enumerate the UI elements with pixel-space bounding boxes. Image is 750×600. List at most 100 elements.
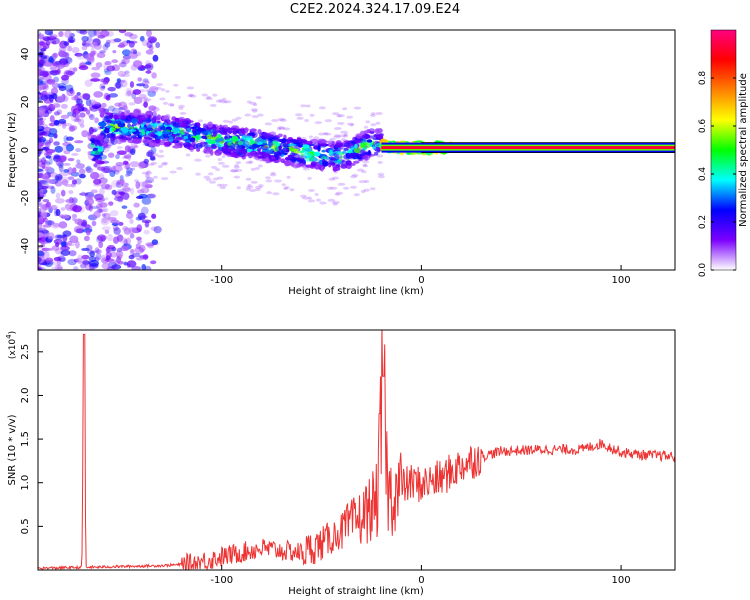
spectrogram-noise-cell [38,228,47,233]
spectrogram-band-cell [372,145,377,150]
spectrogram-faint-cell [362,160,370,164]
spectrogram-band-cell [170,120,177,125]
spectrogram-noise-cell [149,37,156,44]
spectrogram-band-cell [350,145,354,150]
spectrogram-noise-cell [72,167,77,173]
spectrogram-faint-cell [202,149,210,153]
spectrogram-band-cell [183,135,188,139]
spectrogram-noise-cell [135,195,144,200]
spectrogram-noise-cell [44,161,51,166]
spectrogram-noise-cell [57,50,66,57]
spectrogram-noise-cell [128,254,135,260]
spectrogram-band-cell [343,142,351,148]
spectrogram-band-cell [314,164,320,170]
spectrogram-band-cell [120,120,124,124]
spectrogram-faint-cell [216,176,224,180]
spectrogram-faint-cell [375,121,381,125]
spectrogram-noise-cell [58,44,68,49]
spectrogram-faint-cell [215,147,220,151]
spectrogram-noise-cell [139,35,145,42]
spectrogram-band-cell [329,149,334,154]
spectrogram-noise-cell [54,174,63,182]
spectrogram-noise-cell [53,208,59,217]
spectrogram-band-cell [168,134,172,140]
spectrogram-band-cell [156,114,162,121]
spectrogram-noise-cell [38,62,43,69]
spectrogram-faint-cell [160,88,166,92]
spectrogram-noise-cell [54,198,65,204]
spectrogram-faint-cell [194,158,202,162]
spectrogram-noise-cell [124,70,130,75]
spectrogram-noise-cell [121,182,129,187]
colorbar-label: Normalized spectral amplitude [738,73,749,227]
spectrogram-noise-cell [108,258,117,264]
spectrogram-band-cell [333,167,341,171]
spectrogram-band-cell [320,166,324,173]
spectrogram-noise-cell [39,180,49,185]
spectrogram-noise-cell [51,266,62,270]
spectrogram-faint-cell [257,164,263,168]
spectrogram-noise-cell [119,179,124,185]
colorbar-tick-label: 0.2 [698,215,708,229]
spectrogram-faint-cell [198,139,205,143]
spectrogram-faint-cell [218,129,225,133]
spectrogram-noise-cell [126,90,132,96]
spectrogram-noise-cell [56,175,63,180]
spectrogram-noise-cell [90,78,101,82]
spectrogram-noise-cell [44,247,54,252]
chart-title: C2E2.2024.324.17.09.E24 [289,2,461,17]
spectrogram-faint-cell [360,189,366,193]
spectrogram-band-cell [226,151,232,155]
spectrogram-faint-cell [250,180,258,184]
spectrogram-noise-cell [141,181,149,188]
spectrogram-noise-cell [68,196,74,204]
spectrogram-band-cell [320,155,327,161]
spectrogram-band-cell [145,127,154,131]
spectrogram-noise-cell [55,242,60,247]
spectrogram-band-cell [362,142,371,149]
spectrogram-faint-cell [334,192,341,196]
spectrogram-noise-cell [79,30,88,35]
spectrogram-band-cell [96,154,100,158]
spectrogram-noise-cell [38,79,44,86]
spectrogram-noise-cell [107,152,115,158]
spectrogram-noise-cell [101,102,107,108]
spectrogram-band-cell [334,142,343,148]
spectrogram-noise-cell [147,193,157,199]
spectrogram-faint-cell [187,94,193,98]
spectrogram-noise-cell [121,205,128,209]
spectrogram-noise-cell [44,203,49,208]
spectrogram-noise-cell [94,247,100,254]
spectrogram-noise-cell [133,96,143,105]
spectrogram-band-cell [161,130,169,135]
spectrogram-faint-cell [378,175,385,179]
spectrogram-faint-cell [167,103,175,107]
spectrogram-band-cell [150,129,158,134]
spectrogram-faint-cell [363,188,370,192]
spectrogram-noise-cell [62,230,72,237]
spectrogram-noise-cell [98,173,105,180]
spectrogram-faint-cell [323,132,332,136]
spectrogram-band-cell [363,133,370,139]
spectrogram-noise-cell [42,71,49,78]
spectrogram-faint-cell [230,169,238,173]
spectrogram-band-cell [227,142,232,147]
spectrogram-noise-cell [72,67,78,72]
x-tick-label: 0 [418,275,424,286]
spectrogram-faint-cell [215,99,221,103]
spectrogram-faint-cell [250,167,256,171]
spectrogram-noise-cell [128,33,138,40]
spectrogram-noise-cell [145,177,155,184]
spectrogram-band-cell [105,119,113,124]
spectrogram-band-cell [95,159,99,164]
spectrogram-noise-cell [54,264,63,270]
snr-y-label: SNR (10 * v/v) [7,414,18,485]
spectrogram-faint-cell [296,116,304,120]
spectrogram-band-cell [207,139,217,144]
spectrogram-faint-cell [315,161,321,165]
spectrogram-faint-cell [271,118,279,122]
spectrogram-noise-cell [151,72,157,79]
spectrogram-noise-cell [64,203,72,210]
spectrogram-faint-cell [162,101,169,105]
spectrogram-noise-cell [145,70,152,74]
